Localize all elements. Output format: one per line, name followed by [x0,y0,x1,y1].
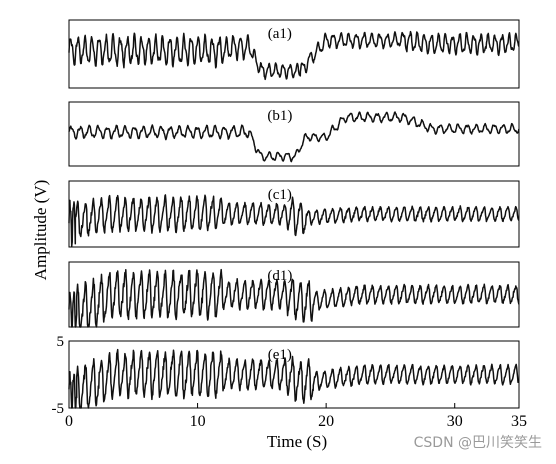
series-line [68,268,520,328]
panel-2: (b1) [68,101,520,167]
x-tick-label: 30 [447,413,463,430]
y-tick-label: -5 [52,401,65,417]
panels-group: (a1) (b1) (c1) (d1) (e1) 5 -5 [52,19,520,417]
x-tick-label: 10 [190,413,206,430]
panel-frame [68,101,520,167]
x-tick-label: 20 [318,413,334,430]
panel-label: (b1) [267,108,292,124]
series-line [68,194,520,247]
x-tick-label: 35 [511,413,527,430]
y-axis-label: Amplitude (V) [31,180,50,281]
panel-5: (e1) 5 -5 [52,334,520,417]
x-axis: 0 10 20 30 35 [65,403,527,430]
panel-1: (a1) [68,19,520,89]
panel-label: (e1) [268,347,292,363]
series-line [68,111,520,163]
panel-label: (d1) [267,268,292,284]
x-axis-label: Time (S) [267,432,327,451]
series-line [68,348,520,409]
panel-frame [68,19,520,89]
x-tick-label: 0 [65,413,73,430]
watermark: CSDN @巴川笑笑生 [413,435,542,451]
series-line [68,30,520,81]
y-tick-label: 5 [57,334,65,350]
panel-label: (a1) [268,26,292,42]
panel-label: (c1) [268,187,292,203]
panel-4: (d1) [68,261,520,328]
panel-3: (c1) [68,180,520,248]
